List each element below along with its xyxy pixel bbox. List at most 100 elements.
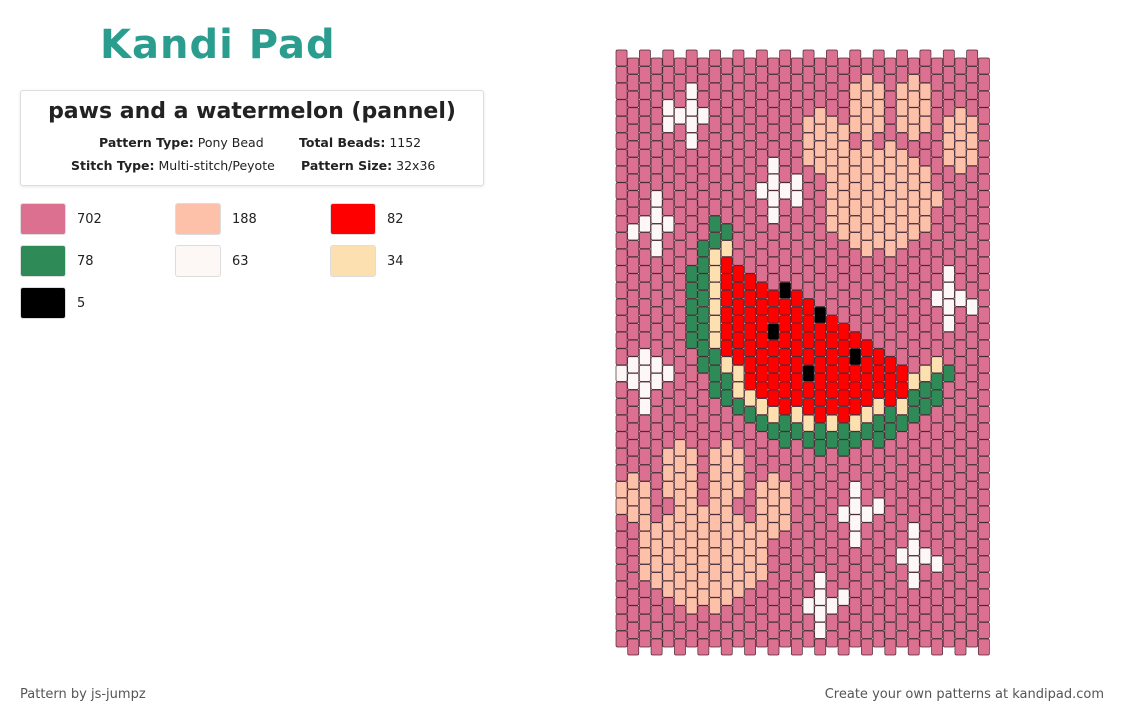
- bead: [849, 315, 862, 332]
- bead: [837, 472, 850, 490]
- bead: [814, 190, 827, 208]
- bead: [919, 431, 932, 449]
- bead: [802, 315, 815, 332]
- field-value: 1152: [389, 135, 422, 150]
- bead: [954, 389, 967, 407]
- bead: [849, 464, 862, 482]
- bead: [639, 182, 651, 200]
- bead: [685, 564, 698, 581]
- bead: [872, 165, 885, 183]
- bead: [942, 547, 955, 565]
- bead: [849, 265, 862, 283]
- bead: [709, 398, 721, 415]
- bead: [896, 398, 908, 415]
- bead: [896, 597, 908, 615]
- bead: [674, 107, 686, 125]
- bead: [861, 373, 873, 390]
- bead: [966, 331, 979, 349]
- bead: [615, 481, 628, 498]
- bead: [755, 82, 768, 100]
- bead: [884, 74, 897, 91]
- bead: [732, 348, 745, 366]
- bead: [615, 149, 628, 166]
- bead: [697, 157, 710, 174]
- bead: [697, 290, 710, 307]
- bead: [720, 638, 733, 656]
- promo-link[interactable]: Create your own patterns at kandipad.com: [824, 687, 1104, 702]
- bead: [826, 99, 838, 117]
- bead: [919, 149, 932, 166]
- bead: [977, 572, 990, 589]
- bead: [662, 199, 675, 216]
- bead: [826, 215, 838, 233]
- bead: [674, 456, 686, 473]
- swatch-count: 63: [232, 253, 249, 269]
- bead: [720, 74, 733, 91]
- bead: [814, 140, 827, 158]
- bead: [709, 580, 721, 598]
- color-swatch: 702: [20, 203, 102, 235]
- bead: [744, 622, 756, 639]
- bead: [837, 489, 850, 506]
- bead: [662, 398, 675, 415]
- bead: [732, 66, 745, 83]
- bead: [826, 531, 838, 548]
- bead: [662, 614, 675, 631]
- bead: [639, 564, 651, 581]
- bead: [639, 531, 651, 548]
- bead: [697, 273, 710, 291]
- bead: [826, 497, 838, 515]
- bead: [697, 422, 710, 440]
- bead: [966, 448, 979, 465]
- bead: [685, 348, 698, 366]
- bead: [685, 431, 698, 449]
- bead: [826, 182, 838, 200]
- bead: [627, 207, 640, 224]
- logo[interactable]: Kandi Pad: [100, 22, 336, 68]
- bead: [884, 439, 897, 457]
- bead: [790, 422, 803, 440]
- bead: [849, 398, 862, 415]
- bead: [615, 348, 628, 366]
- bead: [650, 638, 663, 656]
- bead: [790, 572, 803, 589]
- bead: [674, 422, 686, 440]
- bead: [966, 614, 979, 631]
- bead: [884, 256, 897, 274]
- bead: [977, 57, 990, 75]
- bead: [896, 248, 908, 266]
- bead: [931, 339, 943, 357]
- author[interactable]: Pattern by js-jumpz: [20, 687, 146, 702]
- swatch-color: [175, 203, 221, 235]
- bead: [697, 90, 710, 108]
- bead: [615, 99, 628, 117]
- bead: [685, 265, 698, 283]
- bead: [697, 356, 710, 374]
- bead: [627, 223, 640, 241]
- bead: [744, 472, 756, 490]
- bead: [674, 555, 686, 573]
- bead: [884, 173, 897, 191]
- bead: [615, 82, 628, 100]
- bead: [650, 207, 663, 224]
- bead: [826, 298, 838, 316]
- bead: [826, 232, 838, 249]
- bead: [674, 273, 686, 291]
- bead: [966, 348, 979, 366]
- bead: [732, 282, 745, 299]
- bead: [884, 422, 897, 440]
- bead: [907, 306, 920, 324]
- bead: [709, 365, 721, 382]
- bead: [767, 240, 780, 257]
- bead: [697, 140, 710, 158]
- bead: [872, 414, 885, 432]
- bead: [907, 439, 920, 457]
- bead: [907, 223, 920, 241]
- bead: [837, 588, 850, 606]
- bead: [814, 638, 827, 656]
- bead: [919, 414, 932, 432]
- bead: [615, 448, 628, 465]
- bead: [755, 365, 768, 382]
- bead: [744, 140, 756, 158]
- bead: [755, 514, 768, 532]
